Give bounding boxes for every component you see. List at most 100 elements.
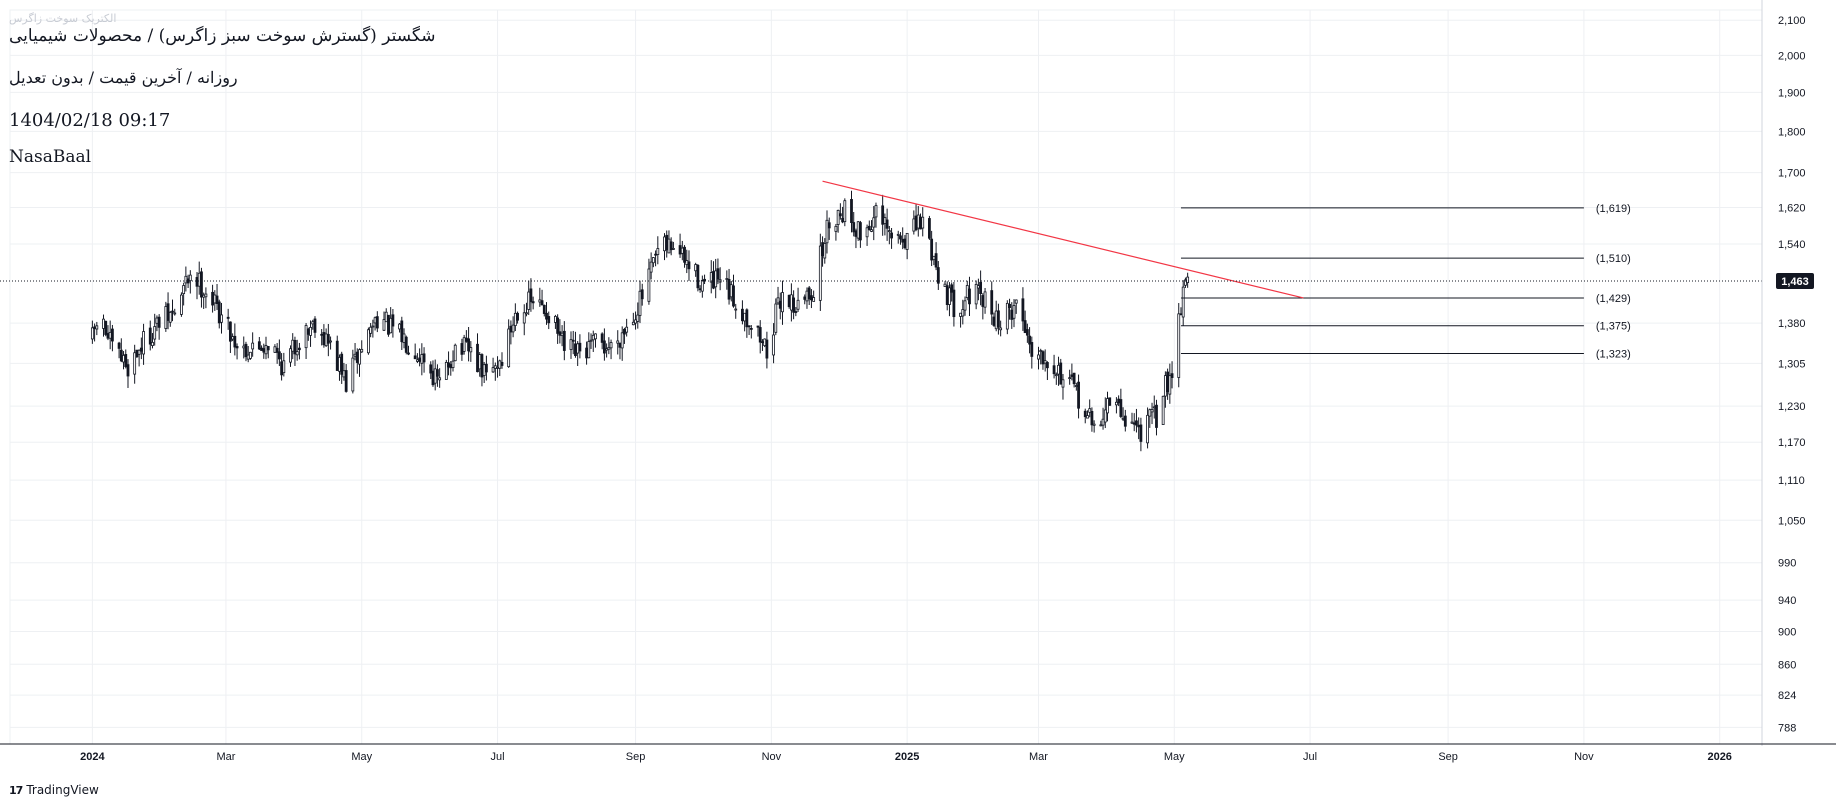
candle[interactable] xyxy=(903,235,907,250)
candle[interactable] xyxy=(1123,409,1127,432)
candle[interactable] xyxy=(444,359,448,380)
candle[interactable] xyxy=(516,311,519,324)
candle[interactable] xyxy=(277,339,281,367)
candle[interactable] xyxy=(979,270,983,306)
candle[interactable] xyxy=(852,212,856,237)
candle[interactable] xyxy=(522,304,526,336)
candle[interactable] xyxy=(531,296,535,310)
candle[interactable] xyxy=(155,315,159,332)
candle[interactable] xyxy=(743,312,747,332)
candle[interactable] xyxy=(1092,420,1096,433)
candle[interactable] xyxy=(1115,397,1118,414)
candle[interactable] xyxy=(1014,299,1018,314)
candle[interactable] xyxy=(905,232,909,260)
candle[interactable] xyxy=(95,321,99,336)
candle[interactable] xyxy=(981,293,985,320)
candle[interactable] xyxy=(1146,407,1149,449)
candle[interactable] xyxy=(491,357,495,373)
candle[interactable] xyxy=(1021,287,1025,331)
candle[interactable] xyxy=(264,336,268,360)
candle[interactable] xyxy=(182,282,186,306)
candle[interactable] xyxy=(142,323,145,365)
candle[interactable] xyxy=(309,320,312,347)
candle[interactable] xyxy=(772,323,775,364)
candle[interactable] xyxy=(698,285,702,293)
candle[interactable] xyxy=(578,334,582,359)
candle[interactable] xyxy=(371,319,375,338)
candle[interactable] xyxy=(547,311,551,330)
candle[interactable] xyxy=(574,331,577,358)
candle[interactable] xyxy=(1161,395,1165,425)
candle[interactable] xyxy=(732,274,735,308)
candle[interactable] xyxy=(1119,388,1123,419)
candle[interactable] xyxy=(885,208,889,241)
candle[interactable] xyxy=(153,313,157,346)
candle[interactable] xyxy=(585,341,588,365)
candle[interactable] xyxy=(204,287,208,309)
candle[interactable] xyxy=(93,323,96,342)
candle[interactable] xyxy=(999,320,1003,337)
candle[interactable] xyxy=(369,323,373,338)
candle[interactable] xyxy=(821,236,824,267)
candle[interactable] xyxy=(485,355,488,381)
candle[interactable] xyxy=(823,238,827,264)
candlestick-series[interactable] xyxy=(90,190,1190,452)
candle[interactable] xyxy=(538,287,542,307)
candle[interactable] xyxy=(119,338,123,363)
candle[interactable] xyxy=(135,349,139,358)
candle[interactable] xyxy=(320,329,324,346)
candle[interactable] xyxy=(217,299,221,329)
candle[interactable] xyxy=(1028,327,1031,354)
candle[interactable] xyxy=(280,353,283,381)
candle[interactable] xyxy=(540,289,544,306)
candle[interactable] xyxy=(90,320,94,344)
candle[interactable] xyxy=(787,294,791,309)
candle[interactable] xyxy=(807,285,811,305)
candle[interactable] xyxy=(928,215,931,240)
candle[interactable] xyxy=(874,202,878,228)
candle[interactable] xyxy=(431,360,435,387)
candle[interactable] xyxy=(1163,371,1167,408)
candle[interactable] xyxy=(858,220,862,248)
candle[interactable] xyxy=(997,303,1000,335)
candle[interactable] xyxy=(921,207,925,237)
candle[interactable] xyxy=(335,335,339,371)
candle[interactable] xyxy=(211,284,214,313)
candle[interactable] xyxy=(186,274,190,288)
candle[interactable] xyxy=(994,300,998,332)
candle[interactable] xyxy=(220,302,223,334)
candle[interactable] xyxy=(778,292,782,320)
candle[interactable] xyxy=(476,333,479,373)
candle[interactable] xyxy=(890,228,893,249)
candle[interactable] xyxy=(151,333,154,349)
level-1429[interactable]: (1,429) xyxy=(1180,293,1631,305)
candle[interactable] xyxy=(919,213,922,230)
candle[interactable] xyxy=(930,230,934,267)
candle[interactable] xyxy=(781,280,784,325)
candle[interactable] xyxy=(1106,391,1109,422)
candle[interactable] xyxy=(881,194,885,236)
candle[interactable] xyxy=(990,281,994,325)
candle[interactable] xyxy=(959,312,962,328)
candle[interactable] xyxy=(709,260,713,294)
candle[interactable] xyxy=(843,198,847,227)
candle[interactable] xyxy=(758,320,762,354)
candle[interactable] xyxy=(901,227,905,250)
candle[interactable] xyxy=(838,203,842,220)
candle[interactable] xyxy=(324,328,328,347)
candle[interactable] xyxy=(249,351,252,360)
tradingview-brand[interactable]: 17 TradingView xyxy=(9,783,99,797)
candle[interactable] xyxy=(1072,372,1076,388)
candle[interactable] xyxy=(266,346,270,359)
candle[interactable] xyxy=(1005,300,1009,335)
candle[interactable] xyxy=(716,258,720,285)
candle[interactable] xyxy=(943,281,947,287)
candle[interactable] xyxy=(415,353,419,364)
horizontal-levels[interactable]: (1,619) (1,510) (1,429) (1,375) (1,323) xyxy=(1180,203,1631,361)
candle[interactable] xyxy=(344,364,348,393)
candle[interactable] xyxy=(934,242,938,271)
candle[interactable] xyxy=(952,281,956,327)
candle[interactable] xyxy=(1088,399,1092,418)
candle[interactable] xyxy=(139,337,143,360)
candle[interactable] xyxy=(398,322,401,333)
